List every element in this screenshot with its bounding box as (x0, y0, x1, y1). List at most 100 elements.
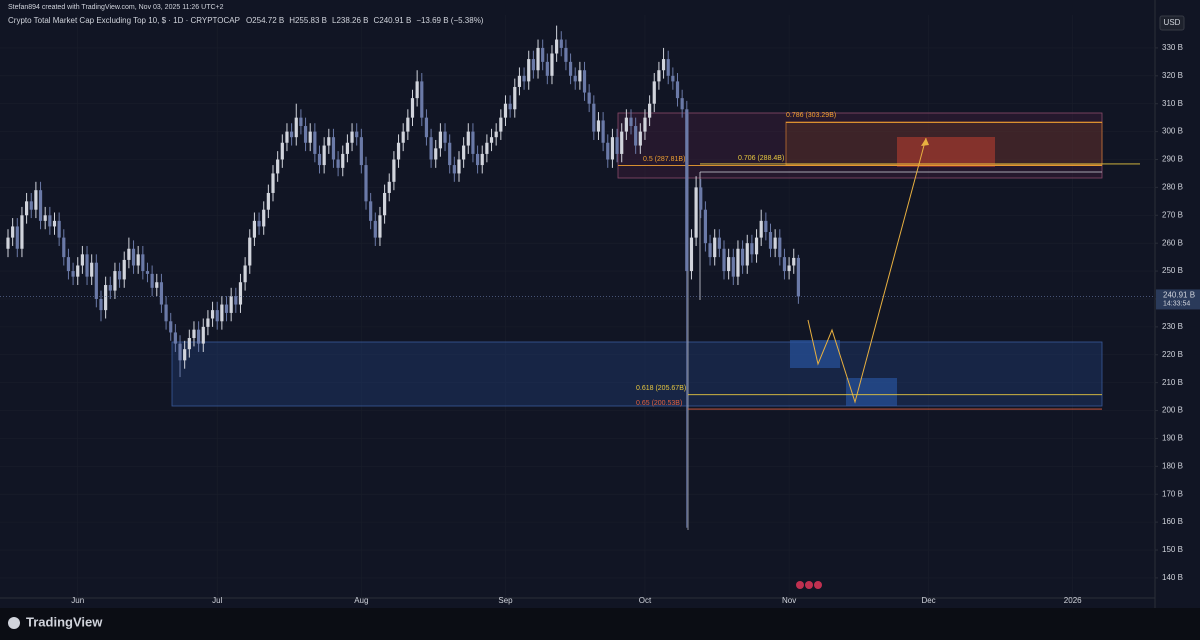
candle-body (80, 254, 84, 266)
entry-box (846, 378, 897, 406)
candle-body (178, 343, 182, 361)
candle-body (415, 81, 419, 99)
candle-body (592, 103, 596, 132)
candle-body (48, 215, 52, 227)
candle-body (759, 220, 763, 238)
candle-body (550, 53, 554, 76)
y-tick-label: 310 B (1162, 99, 1183, 108)
candle-body (792, 257, 796, 266)
legend-value: H255.83 B (289, 16, 327, 25)
legend-value: −13.69 B (−5.38%) (416, 16, 483, 25)
candle-body (104, 285, 108, 311)
candle-body (406, 117, 410, 132)
candle-body (248, 237, 252, 266)
candle-body (750, 243, 754, 255)
candle-body (499, 117, 503, 132)
candle-body (694, 187, 698, 238)
candle-body (452, 165, 456, 174)
candle-body (29, 201, 33, 210)
candle-body (355, 131, 359, 138)
x-tick-label: Aug (354, 596, 368, 605)
candle-body (494, 131, 498, 138)
candle-body (564, 47, 568, 62)
candle-body (392, 159, 396, 182)
candle-body (531, 59, 535, 71)
currency-button[interactable] (1159, 15, 1185, 31)
brand: TradingView (26, 614, 103, 629)
candle-body (66, 257, 71, 272)
symbol-title: Crypto Total Market Cap Excluding Top 10… (8, 16, 240, 25)
y-tick-label: 270 B (1162, 210, 1183, 219)
candle-body (773, 237, 777, 249)
y-tick-label: 220 B (1162, 350, 1183, 359)
candle-body (271, 173, 275, 193)
candle-body (638, 131, 642, 146)
y-tick-label: 250 B (1162, 266, 1183, 275)
candle-body (736, 248, 740, 277)
event-flag (796, 581, 804, 589)
candle-body (136, 254, 140, 266)
fib-label: 0.618 (205.67B) (636, 385, 686, 392)
y-tick-label: 230 B (1162, 322, 1183, 331)
candle-body (313, 131, 317, 154)
y-tick-label: 180 B (1162, 461, 1183, 470)
candle-body (503, 103, 508, 118)
candle-body (34, 190, 38, 210)
candle-body (466, 131, 470, 146)
candle-body (197, 329, 201, 344)
candle-body (15, 226, 19, 249)
y-tick-label: 260 B (1162, 238, 1183, 247)
y-tick-label: 290 B (1162, 155, 1183, 164)
y-tick-label: 330 B (1162, 43, 1183, 52)
currency-label[interactable]: USD (1164, 18, 1181, 27)
candle-body (545, 61, 549, 76)
candle-body (615, 137, 619, 154)
candle-body (85, 254, 89, 277)
candle-body (438, 131, 442, 149)
candle-body (173, 332, 177, 344)
candle-body (187, 338, 191, 350)
y-tick-label: 200 B (1162, 406, 1183, 415)
candle-body (308, 131, 312, 143)
candle-body (703, 209, 708, 244)
candle-body (685, 109, 689, 272)
candle-body (727, 257, 731, 272)
candle-body (731, 257, 735, 277)
candle-body (183, 349, 187, 361)
x-tick-label: Jun (71, 596, 84, 605)
x-tick-label: Jul (212, 596, 222, 605)
demand-zone (171, 341, 1103, 407)
candle-body (317, 153, 322, 166)
candle-body (424, 117, 429, 138)
candle-body (745, 243, 749, 266)
candle-body (336, 159, 340, 168)
candle-body (568, 61, 573, 76)
candle-body (122, 259, 126, 280)
y-tick-label: 210 B (1162, 378, 1183, 387)
candle-body (620, 131, 624, 154)
candle-body (429, 137, 433, 160)
candle-body (234, 296, 238, 305)
candle-body (345, 142, 350, 154)
candle-body (113, 271, 117, 291)
fib-label: 0.706 (288.4B) (738, 155, 784, 162)
candle-body (573, 75, 577, 82)
candle-body (596, 120, 601, 132)
candle-body (722, 248, 726, 272)
candle-body (238, 282, 243, 305)
candle-body (713, 237, 717, 258)
candle-body (462, 145, 466, 160)
candle-body (475, 153, 480, 166)
candle-body (582, 70, 587, 93)
candle-body (471, 131, 475, 154)
candle-body (396, 142, 401, 160)
candle-body (675, 81, 680, 99)
candle-body (155, 282, 159, 288)
candle-body (643, 117, 647, 132)
candle-body (71, 271, 75, 277)
y-tick-label: 190 B (1162, 434, 1183, 443)
y-tick-label: 300 B (1162, 127, 1183, 136)
candle-body (740, 248, 745, 266)
candle-body (169, 321, 173, 333)
candle-body (11, 226, 15, 238)
